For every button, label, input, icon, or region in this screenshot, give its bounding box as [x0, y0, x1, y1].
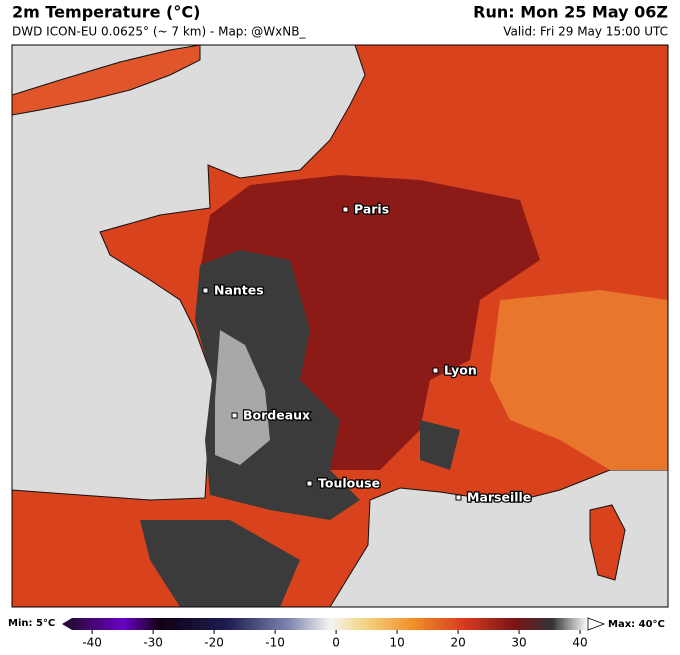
- colorbar-max-arrow: [587, 617, 606, 631]
- city-label: Lyon: [444, 363, 477, 378]
- city-label: Marseille: [467, 490, 531, 505]
- colorbar-tick-label: -30: [143, 636, 163, 650]
- city-marker: [202, 287, 209, 294]
- city-label: Paris: [354, 202, 389, 217]
- city-marker: [231, 412, 238, 419]
- colorbar: [72, 618, 588, 630]
- colorbar-tick-label: 30: [511, 636, 526, 650]
- colorbar-tick-label: -10: [265, 636, 285, 650]
- colorbar-tick-label: 0: [332, 636, 340, 650]
- colorbar-tick-label: 20: [450, 636, 465, 650]
- city-label: Nantes: [214, 283, 264, 298]
- england: [12, 45, 201, 116]
- colorbar-tick-label: -20: [204, 636, 224, 650]
- run-time: Run: Mon 25 May 06Z: [473, 3, 668, 22]
- corsica: [589, 504, 626, 581]
- title: 2m Temperature (°C): [12, 3, 200, 22]
- colorbar-min-arrow: [62, 618, 72, 630]
- city-label: Toulouse: [318, 476, 380, 491]
- valid-time: Valid: Fri 29 May 15:00 UTC: [503, 25, 668, 39]
- colorbar-ticks: -40 -30 -20 -10 0 10 20 30 40: [82, 630, 588, 650]
- city-markers: Paris Nantes Lyon Bordeaux Toulouse Mars…: [202, 200, 533, 506]
- city-marker: [306, 480, 313, 487]
- map: [12, 45, 668, 607]
- alps: [490, 290, 668, 470]
- hot-region-rhone: [420, 420, 460, 470]
- hottest-region: [215, 330, 270, 465]
- city-label: Bordeaux: [243, 408, 310, 423]
- colorbar-tick-label: 40: [572, 636, 587, 650]
- min-label: Min: 5°C: [8, 618, 55, 629]
- colorbar-tick-label: -40: [82, 636, 102, 650]
- subtitle: DWD ICON-EU 0.0625° (~ 7 km) - Map: @WxN…: [12, 25, 306, 39]
- colorbar-tick-label: 10: [389, 636, 404, 650]
- map-frame: [11, 44, 669, 608]
- city-marker: [432, 367, 439, 374]
- hot-region-spain: [140, 520, 300, 607]
- city-marker: [342, 206, 349, 213]
- city-marker: [455, 494, 462, 501]
- max-label: Max: 40°C: [608, 619, 665, 630]
